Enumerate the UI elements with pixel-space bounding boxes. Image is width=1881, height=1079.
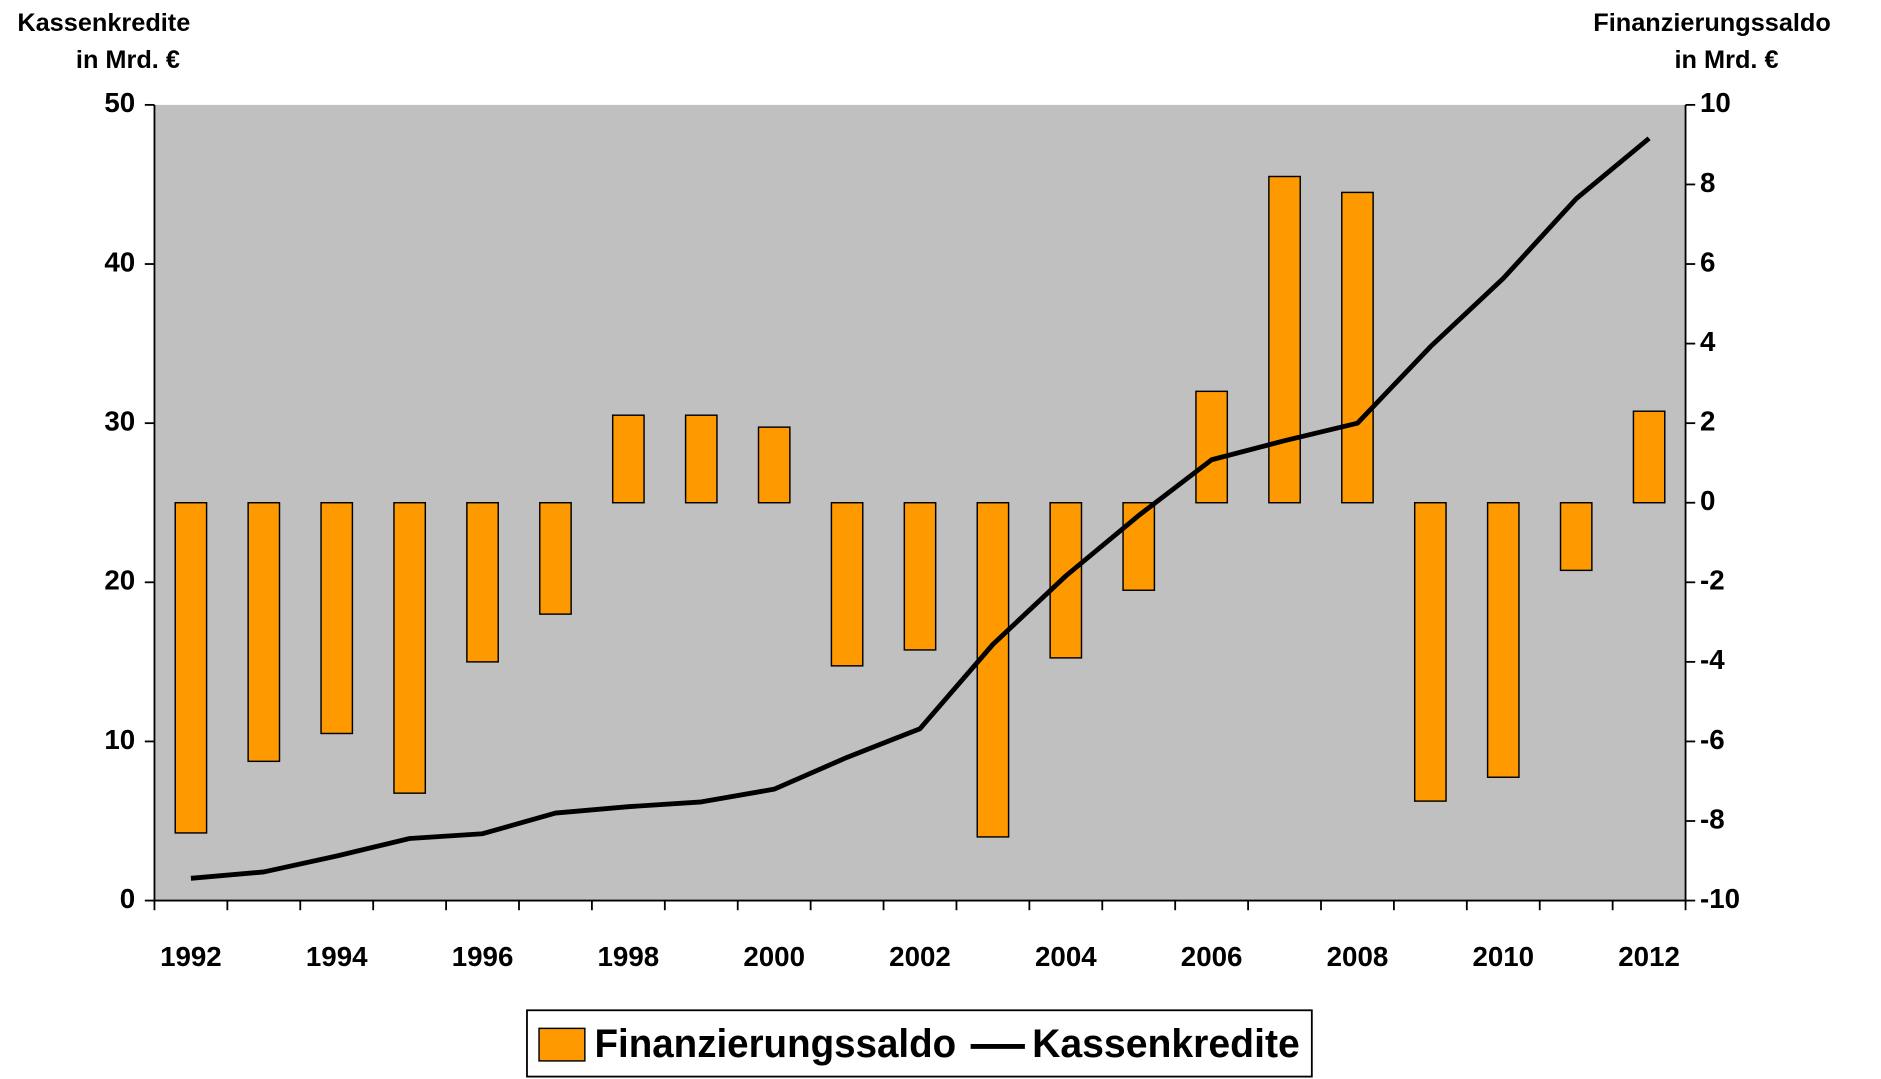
x-tick-label: 2012 xyxy=(1618,941,1680,972)
legend-label: Kassenkredite xyxy=(1032,1022,1300,1066)
x-tick-label: 2002 xyxy=(889,941,951,972)
x-tick-label: 1996 xyxy=(452,941,514,972)
y-tick-label: 0 xyxy=(120,883,135,914)
bar xyxy=(466,502,499,663)
y2-tick-label: 10 xyxy=(1700,87,1731,118)
y2-axis-title: in Mrd. € xyxy=(1675,46,1779,74)
y2-tick-label: 8 xyxy=(1700,167,1715,198)
x-tick-label: 2006 xyxy=(1181,941,1243,972)
bar xyxy=(174,502,208,834)
y-tick-label: 50 xyxy=(104,87,135,118)
line xyxy=(190,136,1651,881)
bar xyxy=(1049,502,1083,659)
y-tick-label: 10 xyxy=(104,724,135,755)
bar xyxy=(903,502,937,651)
y2-tick-label: 4 xyxy=(1700,326,1716,357)
bar xyxy=(1341,191,1374,504)
legend-swatch xyxy=(538,1027,586,1062)
y2-tick-label: -10 xyxy=(1700,883,1740,914)
y2-tick-label: 0 xyxy=(1700,485,1715,516)
bar xyxy=(1632,410,1666,504)
y2-tick-label: 6 xyxy=(1700,246,1715,277)
x-tick-label: 2000 xyxy=(743,941,805,972)
y2-tick-label: -4 xyxy=(1700,644,1725,675)
bar xyxy=(247,502,281,763)
y-tick-label: 20 xyxy=(104,565,135,596)
bar xyxy=(320,502,354,735)
y2-tick-label: -2 xyxy=(1700,565,1725,596)
y-axis-title: Kassenkredite xyxy=(17,9,190,37)
bar xyxy=(611,414,645,504)
bar xyxy=(1486,502,1520,778)
x-tick-label: 1998 xyxy=(598,941,660,972)
y2-axis-title: Finanzierungssaldo xyxy=(1593,9,1831,37)
y2-tick-label: -6 xyxy=(1700,724,1725,755)
bar xyxy=(393,502,427,794)
bar xyxy=(830,502,864,667)
bar xyxy=(757,426,791,504)
y2-tick-label: 2 xyxy=(1700,405,1715,436)
bar xyxy=(1195,390,1229,504)
bar xyxy=(684,414,718,504)
y-axis-title: in Mrd. € xyxy=(76,46,180,74)
bar xyxy=(976,502,1010,838)
x-tick-label: 2008 xyxy=(1327,941,1389,972)
legend-label: Finanzierungssaldo xyxy=(594,1022,956,1066)
y-tick-label: 40 xyxy=(104,246,135,277)
bar xyxy=(539,502,572,615)
x-tick-label: 1992 xyxy=(160,941,222,972)
y-tick-label: 30 xyxy=(104,405,135,436)
x-tick-label: 1994 xyxy=(306,941,368,972)
bar xyxy=(1268,175,1301,504)
x-tick-label: 2010 xyxy=(1472,941,1534,972)
bar xyxy=(1559,502,1593,572)
bar xyxy=(1413,502,1447,802)
x-tick-label: 2004 xyxy=(1035,941,1097,972)
legend-box xyxy=(526,1009,1313,1078)
y2-tick-label: -8 xyxy=(1700,803,1725,834)
